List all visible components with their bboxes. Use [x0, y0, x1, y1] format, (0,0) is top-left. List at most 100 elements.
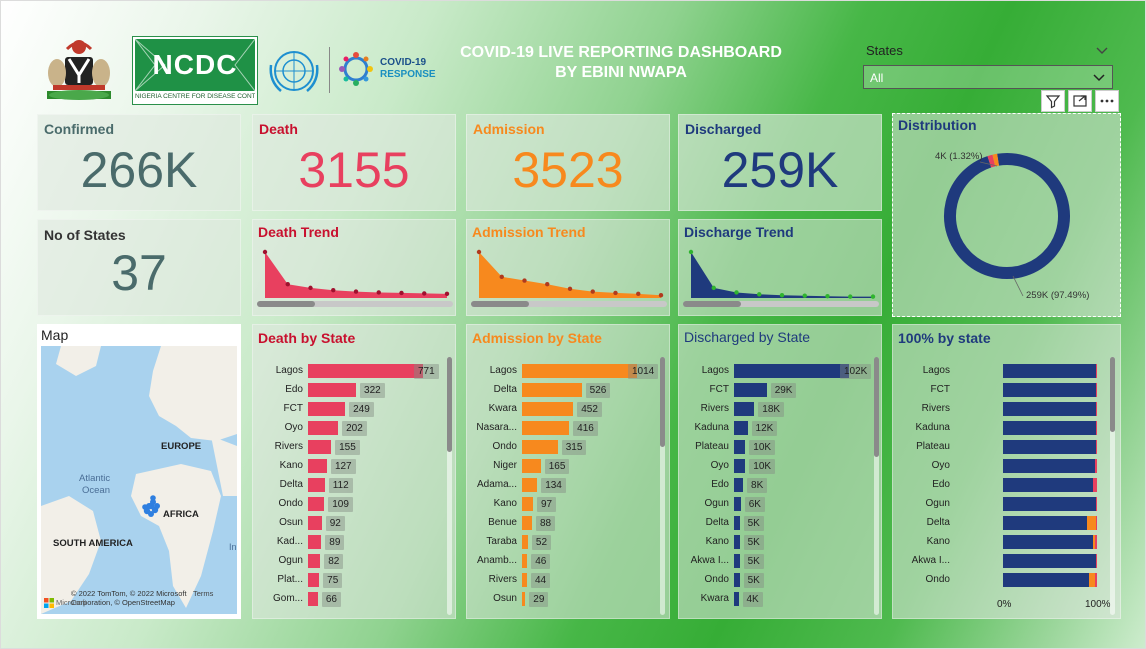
bar-row[interactable]: Delta 112: [253, 476, 448, 495]
bar-row[interactable]: Oyo 10K: [679, 457, 874, 476]
bar[interactable]: [308, 516, 322, 530]
bar[interactable]: [522, 383, 582, 397]
bar[interactable]: [734, 554, 740, 568]
pct-segment-death[interactable]: [1095, 459, 1097, 473]
pct-row[interactable]: Lagos: [893, 362, 1108, 381]
distribution-chart[interactable]: Distribution 4K (1.32%) 259K (97.49%): [892, 113, 1121, 317]
pct-segment-death[interactable]: [1096, 402, 1097, 416]
pct-segment-discharged[interactable]: [1003, 459, 1095, 473]
bar-row[interactable]: Kwara 4K: [679, 590, 874, 609]
pct-segment-discharged[interactable]: [1003, 535, 1093, 549]
bar-row[interactable]: Niger 165: [467, 457, 662, 476]
bar-row[interactable]: Lagos 1014: [467, 362, 662, 381]
bar-row[interactable]: Kano 127: [253, 457, 448, 476]
death-by-state-scrollbar[interactable]: [447, 357, 452, 615]
pct-segment-death[interactable]: [1095, 497, 1097, 511]
bar-row[interactable]: Ondo 5K: [679, 571, 874, 590]
admission-trend-point[interactable]: [590, 289, 595, 294]
pct-row[interactable]: Ogun: [893, 495, 1108, 514]
discharge-trend-point[interactable]: [688, 249, 694, 255]
admission-trend-point[interactable]: [613, 290, 618, 296]
pct-segment-death[interactable]: [1096, 364, 1097, 378]
admission-trend-point[interactable]: [522, 278, 527, 283]
death-card[interactable]: Death 3155: [252, 114, 456, 211]
death-trend-point[interactable]: [285, 282, 290, 287]
confirmed-card[interactable]: Confirmed 266K: [37, 114, 241, 211]
filter-icon[interactable]: [1041, 90, 1065, 112]
bar[interactable]: [522, 554, 528, 568]
discharged-by-state-chart[interactable]: Discharged by State Lagos 102K FCT 29K River…: [678, 324, 882, 619]
bar-row[interactable]: Osun 29: [467, 590, 662, 609]
bar-row[interactable]: Kad... 89: [253, 533, 448, 552]
death-by-state-chart[interactable]: Death by State Lagos 771 Edo 322 FCT 249 Oyo 20…: [252, 324, 456, 619]
bar-row[interactable]: Ogun 6K: [679, 495, 874, 514]
bar[interactable]: [734, 516, 740, 530]
bar[interactable]: [734, 478, 744, 492]
pct-segment-admission[interactable]: [1089, 573, 1096, 587]
pct-segment-discharged[interactable]: [1003, 554, 1097, 568]
focus-mode-icon[interactable]: [1068, 90, 1092, 112]
discharge-trend-point[interactable]: [734, 290, 739, 295]
admission-trend-point[interactable]: [636, 291, 641, 297]
bar-row[interactable]: Plat... 75: [253, 571, 448, 590]
pct-row[interactable]: FCT: [893, 381, 1108, 400]
bar[interactable]: [734, 402, 755, 416]
bar-row[interactable]: Ondo 315: [467, 438, 662, 457]
bar[interactable]: [308, 440, 332, 454]
bar-row[interactable]: Edo 322: [253, 381, 448, 400]
bar-row[interactable]: Rivers 44: [467, 571, 662, 590]
pct-segment-death[interactable]: [1096, 383, 1097, 397]
bar[interactable]: [308, 573, 320, 587]
bar-row[interactable]: Edo 8K: [679, 476, 874, 495]
admission-by-state-chart[interactable]: Admission by State Lagos 1014 Delta 526 Kwar…: [466, 324, 670, 619]
distribution-slice-death[interactable]: [987, 154, 996, 168]
pct-segment-death[interactable]: [1095, 516, 1097, 530]
discharge-trend-point[interactable]: [848, 294, 853, 299]
bar-row[interactable]: Kaduna 12K: [679, 419, 874, 438]
pct-segment-discharged[interactable]: [1003, 364, 1096, 378]
bar[interactable]: [522, 497, 533, 511]
states-count-card[interactable]: No of States 37: [37, 219, 241, 316]
bar-row[interactable]: Oyo 202: [253, 419, 448, 438]
bar[interactable]: [522, 535, 528, 549]
discharge-trend-point[interactable]: [825, 293, 830, 299]
death-trend-point[interactable]: [308, 285, 313, 291]
discharge-trend-point[interactable]: [757, 292, 762, 297]
pct-segment-discharged[interactable]: [1003, 383, 1096, 397]
pct-segment-discharged[interactable]: [1003, 402, 1096, 416]
pct-row[interactable]: Rivers: [893, 400, 1108, 419]
pct-by-state-scrollbar[interactable]: [1110, 357, 1115, 615]
bar[interactable]: [734, 383, 767, 397]
pct-segment-discharged[interactable]: [1003, 497, 1096, 511]
bar-row[interactable]: Kano 5K: [679, 533, 874, 552]
more-options-icon[interactable]: [1095, 90, 1119, 112]
pct-segment-death[interactable]: [1096, 440, 1097, 454]
pct-segment-admission[interactable]: [1092, 535, 1095, 549]
discharged-by-state-scrollbar[interactable]: [874, 357, 879, 615]
pct-segment-death[interactable]: [1095, 573, 1097, 587]
pct-row[interactable]: Oyo: [893, 457, 1108, 476]
map-visual[interactable]: Map EUROPE AFRICA SOUTH AMERICA Atlantic…: [37, 324, 241, 619]
pct-segment-discharged[interactable]: [1003, 440, 1097, 454]
death-trend-point[interactable]: [331, 287, 336, 293]
distribution-slice-admission[interactable]: [992, 153, 1000, 167]
bar-row[interactable]: Ondo 109: [253, 495, 448, 514]
bar[interactable]: [308, 592, 318, 606]
pct-by-state-chart[interactable]: 100% by state Lagos FCT Rivers Kaduna Platea…: [892, 324, 1121, 619]
bar[interactable]: [734, 421, 748, 435]
pct-row[interactable]: Plateau: [893, 438, 1108, 457]
bar[interactable]: [308, 421, 339, 435]
bar-row[interactable]: Lagos 771: [253, 362, 448, 381]
bar[interactable]: [734, 573, 740, 587]
admission-trend-point[interactable]: [658, 293, 664, 298]
death-trend-point[interactable]: [399, 290, 404, 296]
pct-row[interactable]: Kano: [893, 533, 1108, 552]
bar[interactable]: [308, 402, 346, 416]
bar[interactable]: [522, 478, 538, 492]
bar-row[interactable]: Benue 88: [467, 514, 662, 533]
bar-row[interactable]: Delta 5K: [679, 514, 874, 533]
states-dropdown[interactable]: All: [863, 65, 1113, 89]
bar-row[interactable]: Nasara... 416: [467, 419, 662, 438]
bar[interactable]: [308, 497, 325, 511]
bar[interactable]: [308, 383, 357, 397]
